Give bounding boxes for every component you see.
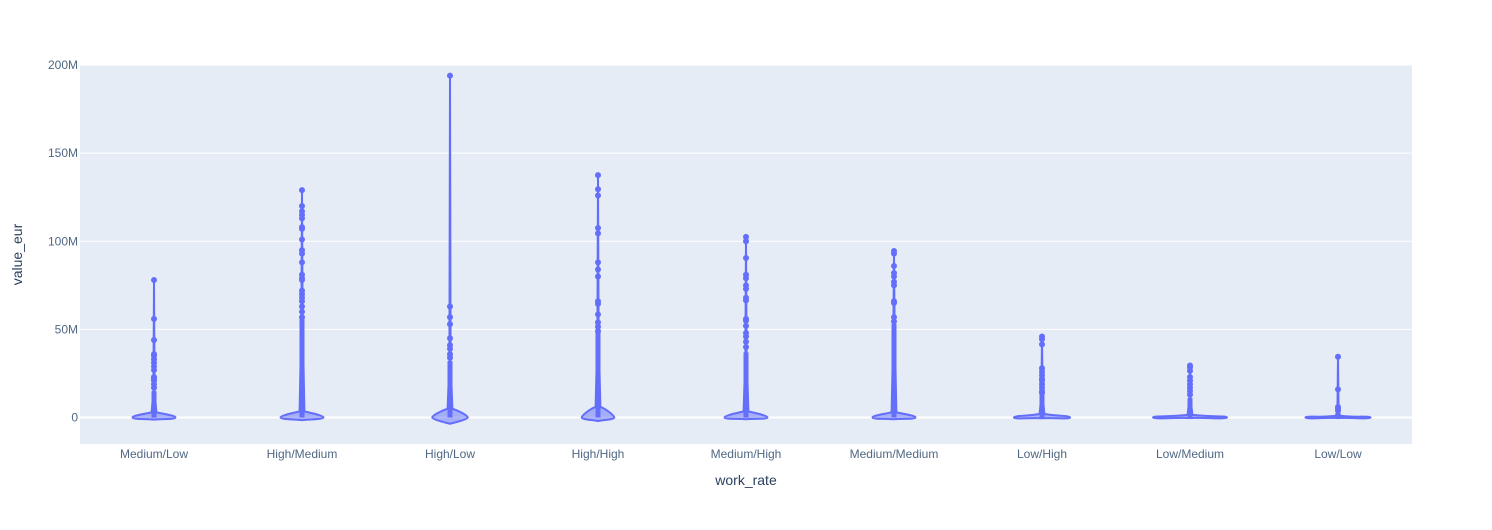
y-axis-title: value_eur [9,223,25,285]
data-point [1039,389,1045,396]
violin [131,277,177,421]
violin [723,233,769,421]
x-tick-label: High/High [572,447,625,461]
data-point [299,277,305,284]
y-tick-label: 50M [55,322,78,336]
data-point [595,230,601,237]
x-tick-label: Low/High [1017,447,1067,461]
data-point [447,314,453,321]
data-point [1039,336,1045,343]
data-point [743,275,749,282]
data-point [299,215,305,222]
violin [1304,353,1372,420]
violin [871,247,917,421]
data-point [743,297,749,304]
data-point [151,384,157,391]
data-point [595,225,601,232]
data-point [1335,353,1341,360]
data-point [595,192,601,199]
data-point [595,172,601,179]
data-point [891,250,897,257]
data-point [891,273,897,280]
data-point [299,203,305,210]
data-point [891,314,897,321]
y-tick-label: 150M [48,146,78,160]
violin [1152,362,1228,420]
data-point [595,186,601,193]
data-point [1335,407,1341,414]
data-point [1335,386,1341,393]
data-point [299,298,305,305]
data-point [595,323,601,330]
x-tick-label: Medium/High [711,447,782,461]
data-point [447,345,453,352]
violin [279,187,325,422]
x-tick-label: Low/Medium [1156,447,1224,461]
x-tick-label: High/Medium [267,447,338,461]
data-point [891,262,897,269]
x-axis-ticks: Medium/Low High/Medium High/Low High/High Me… [120,447,1362,461]
data-point [299,236,305,243]
violin-body [580,174,616,423]
data-point [299,259,305,266]
y-tick-label: 200M [48,58,78,72]
violin-body [131,279,177,421]
x-tick-label: Low/Low [1314,447,1362,461]
data-point [447,335,453,342]
x-tick-label: Medium/Medium [850,447,939,461]
violin [431,72,469,425]
data-point [1187,391,1193,398]
data-point [595,259,601,266]
data-point [743,322,749,329]
violins [131,72,1372,425]
data-point [891,282,897,289]
violin-body [431,74,469,425]
data-point [743,238,749,245]
data-point [447,303,453,310]
data-point [595,328,601,335]
data-point [299,225,305,232]
y-tick-label: 100M [48,234,78,248]
data-point [743,333,749,340]
data-point [151,277,157,284]
data-point [151,336,157,343]
data-point [1187,367,1193,374]
x-tick-label: High/Low [425,447,475,461]
data-point [743,233,749,240]
data-point [151,366,157,373]
data-point [743,344,749,351]
data-point [151,315,157,322]
data-point [743,317,749,324]
data-point [595,319,601,326]
data-point [447,354,453,361]
data-point [299,314,305,321]
data-point [299,303,305,310]
data-point [595,273,601,280]
data-point [743,255,749,262]
data-point [743,338,749,345]
x-axis-title: work_rate [714,472,777,488]
data-point [891,318,897,325]
data-point [595,300,601,307]
data-point [299,308,305,315]
data-point [1039,341,1045,348]
violin [580,172,616,423]
data-point [595,266,601,273]
violin [1012,333,1072,420]
y-axis-ticks: 0 50M 100M 150M 200M [48,58,78,425]
data-point [447,321,453,328]
data-point [743,285,749,292]
data-point [299,250,305,257]
data-point [891,299,897,306]
y-tick-label: 0 [71,411,78,425]
data-point [447,72,453,79]
data-point [299,187,305,194]
x-tick-label: Medium/Low [120,447,188,461]
data-point [595,311,601,318]
